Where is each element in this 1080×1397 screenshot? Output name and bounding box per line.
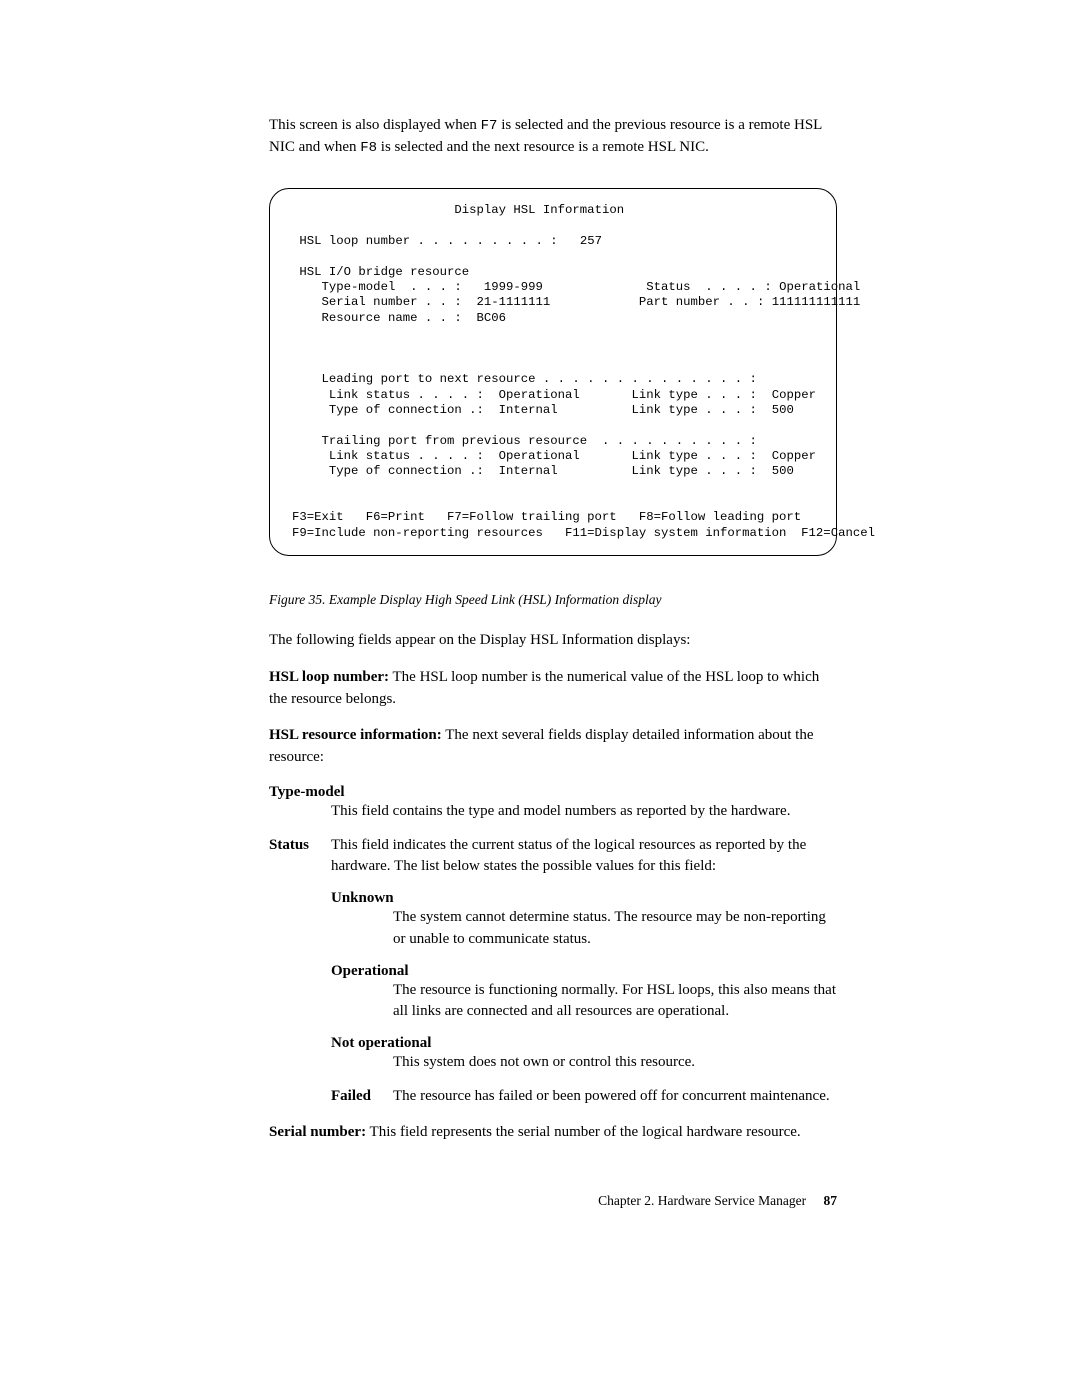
failed-entry: Failed The resource has failed or been p…	[331, 1086, 837, 1108]
hsl-loop-number-paragraph: HSL loop number: The HSL loop number is …	[269, 667, 837, 711]
failed-def: The resource has failed or been powered …	[393, 1086, 837, 1108]
hsl-resource-info-paragraph: HSL resource information: The next sever…	[269, 725, 837, 769]
failed-term: Failed	[331, 1086, 393, 1108]
intro-paragraph: This screen is also displayed when F7 is…	[269, 115, 837, 158]
type-model-term: Type-model	[269, 784, 837, 801]
intro-part1: This screen is also displayed when	[269, 117, 481, 133]
not-operational-term: Not operational	[331, 1035, 837, 1052]
figure-caption: Figure 35. Example Display High Speed Li…	[269, 592, 837, 608]
intro-key2: F8	[360, 140, 377, 156]
following-fields-paragraph: The following fields appear on the Displ…	[269, 630, 837, 652]
type-model-entry: Type-model This field contains the type …	[269, 784, 837, 823]
unknown-term: Unknown	[331, 890, 837, 907]
footer-chapter: Chapter 2. Hardware Service Manager	[598, 1193, 806, 1208]
not-operational-def: This system does not own or control this…	[393, 1052, 837, 1074]
footer-page-number: 87	[824, 1193, 838, 1208]
page-footer: Chapter 2. Hardware Service Manager 87	[269, 1193, 837, 1209]
unknown-def: The system cannot determine status. The …	[393, 907, 837, 951]
terminal-panel: Display HSL Information HSL loop number …	[269, 188, 837, 556]
operational-term: Operational	[331, 963, 837, 980]
serial-number-label: Serial number:	[269, 1124, 366, 1140]
serial-number-paragraph: Serial number: This field represents the…	[269, 1122, 837, 1144]
status-entry: Status This field indicates the current …	[269, 835, 837, 879]
operational-entry: Operational The resource is functioning …	[331, 963, 837, 1024]
operational-def: The resource is functioning normally. Fo…	[393, 980, 837, 1024]
unknown-entry: Unknown The system cannot determine stat…	[331, 890, 837, 951]
terminal-content: Display HSL Information HSL loop number …	[292, 203, 875, 540]
document-page: This screen is also displayed when F7 is…	[0, 0, 1080, 1269]
intro-key1: F7	[481, 118, 498, 134]
not-operational-entry: Not operational This system does not own…	[331, 1035, 837, 1074]
type-model-def: This field contains the type and model n…	[331, 801, 837, 823]
serial-number-text: This field represents the serial number …	[366, 1124, 801, 1140]
status-term: Status	[269, 835, 331, 879]
status-values-list: Unknown The system cannot determine stat…	[331, 890, 837, 1108]
hsl-resource-label: HSL resource information:	[269, 727, 442, 743]
status-def: This field indicates the current status …	[331, 835, 837, 879]
hsl-loop-label: HSL loop number:	[269, 669, 389, 685]
intro-part3: is selected and the next resource is a r…	[377, 139, 709, 155]
